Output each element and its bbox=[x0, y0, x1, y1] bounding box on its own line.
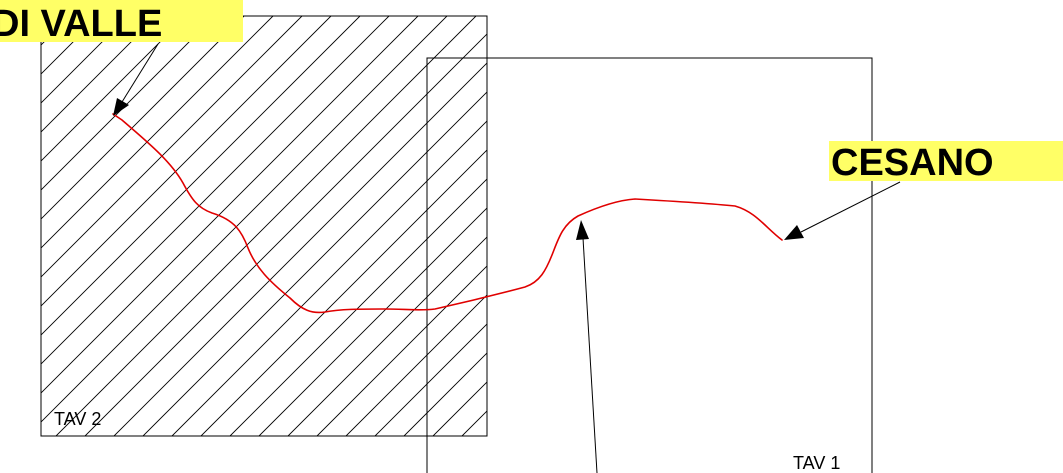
hatch-line bbox=[694, 16, 1063, 436]
hatch-line bbox=[432, 381, 487, 436]
hatch-line bbox=[897, 16, 1063, 436]
hatch-line bbox=[229, 178, 487, 436]
leader-line-start bbox=[121, 43, 159, 103]
hatch-line bbox=[374, 323, 487, 436]
hatch-line bbox=[84, 33, 487, 436]
hatch-line bbox=[549, 16, 969, 436]
hatch-line bbox=[461, 410, 487, 436]
sheet-label-tav1: TAV 1 bbox=[793, 453, 840, 473]
route-line bbox=[112, 113, 783, 314]
hatch-line bbox=[723, 16, 1063, 436]
leader-line-mid bbox=[582, 237, 598, 473]
sheet-label-tav2: TAV 2 bbox=[54, 409, 101, 429]
hatch-line bbox=[781, 16, 1063, 436]
hatch-line bbox=[41, 16, 129, 104]
hatch-line bbox=[752, 16, 1063, 436]
hatch-line bbox=[41, 16, 100, 75]
hatch-line bbox=[41, 16, 448, 423]
hatch-line bbox=[316, 265, 487, 436]
callout-end-label: CESANO bbox=[831, 142, 994, 184]
hatch-line bbox=[607, 16, 1027, 436]
hatch-line bbox=[578, 16, 998, 436]
hatch-line bbox=[41, 16, 303, 278]
hatch-line bbox=[868, 16, 1063, 436]
hatch-line bbox=[258, 207, 487, 436]
callout-start-highlight bbox=[0, 0, 243, 42]
hatch-line bbox=[636, 16, 1056, 436]
hatch-line bbox=[491, 16, 911, 436]
tav2-hatch-pattern bbox=[41, 16, 1063, 436]
hatch-line bbox=[41, 16, 245, 220]
hatch-line bbox=[41, 16, 158, 133]
hatch-line bbox=[171, 120, 487, 436]
arrowhead-start bbox=[113, 98, 129, 116]
hatch-line bbox=[287, 236, 487, 436]
sheet-frame-tav1 bbox=[426, 57, 873, 473]
hatch-line bbox=[403, 352, 487, 436]
hatch-line bbox=[665, 16, 1063, 436]
hatch-line bbox=[41, 16, 390, 365]
hatch-line bbox=[41, 16, 274, 249]
callout-start-label: DI VALLE bbox=[0, 3, 162, 45]
hatch-line bbox=[345, 294, 487, 436]
hatch-line bbox=[41, 16, 187, 162]
hatch-line bbox=[55, 16, 477, 436]
hatch-line bbox=[200, 149, 487, 436]
hatch-line bbox=[839, 16, 1063, 436]
hatch-line bbox=[810, 16, 1063, 436]
hatch-line bbox=[41, 16, 332, 307]
hatch-line bbox=[41, 16, 216, 191]
hatch-line bbox=[41, 16, 42, 17]
hatch-line bbox=[142, 91, 487, 436]
leader-line-end bbox=[800, 181, 901, 233]
hatch-line bbox=[113, 62, 487, 436]
arrowhead-mid bbox=[576, 220, 589, 240]
hatch-line bbox=[41, 16, 361, 336]
callout-end-highlight bbox=[829, 141, 1063, 181]
sheet-frame-tav2 bbox=[40, 15, 488, 437]
hatch-line bbox=[41, 16, 419, 394]
arrowhead-end bbox=[784, 225, 804, 240]
hatch-line bbox=[41, 16, 71, 46]
